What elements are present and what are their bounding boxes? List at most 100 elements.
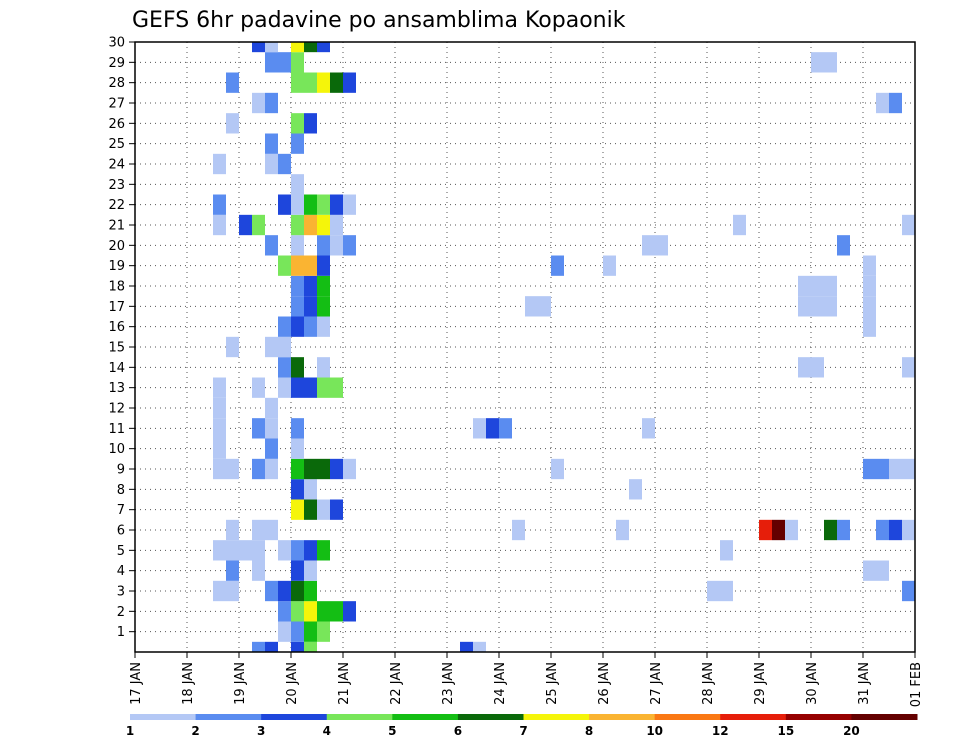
- heatmap-cell: [265, 580, 278, 602]
- heatmap-cell: [239, 214, 252, 236]
- colorbar: 1 2 3 4 5 6 7 8 10 12 15 20: [126, 714, 918, 738]
- y-tick-label: 10: [108, 442, 125, 457]
- heatmap-cell: [278, 601, 291, 622]
- colorbar-label: 2: [191, 724, 199, 738]
- y-tick-label: 8: [117, 483, 125, 498]
- colorbar-label: 10: [646, 724, 663, 738]
- heatmap-cell: [291, 133, 304, 154]
- heatmap-cell: [304, 255, 317, 276]
- heatmap-cell: [226, 336, 239, 358]
- y-tick-label: 3: [117, 585, 125, 600]
- colorbar-label: 15: [777, 724, 794, 738]
- y-tick-label: 24: [108, 158, 125, 173]
- x-tick-label: 23 JAN: [441, 662, 456, 705]
- heatmap-cell: [863, 296, 876, 317]
- heatmap-cell: [317, 296, 330, 317]
- x-tick-label: 26 JAN: [597, 662, 612, 705]
- heatmap-cell: [265, 641, 278, 652]
- y-tick-label: 7: [117, 503, 125, 518]
- heatmap-cell: [304, 72, 317, 93]
- colorbar-label: 4: [323, 724, 331, 738]
- y-tick-label: 9: [117, 463, 125, 478]
- heatmap-cell: [304, 458, 317, 480]
- heatmap-cell: [863, 316, 876, 337]
- y-tick-label: 23: [108, 178, 125, 193]
- x-tick-label: 31 JAN: [857, 662, 872, 705]
- colorbar-swatch: [326, 714, 393, 720]
- y-tick-label: 6: [117, 524, 125, 539]
- heatmap-cell: [317, 357, 330, 378]
- heatmap-cell: [798, 357, 811, 378]
- heatmap-cell: [304, 479, 317, 500]
- heatmap-cell: [876, 92, 889, 114]
- heatmap-cell: [824, 52, 837, 73]
- heatmap-cell: [278, 194, 291, 215]
- colorbar-label: 5: [388, 724, 396, 738]
- heatmap-cell: [304, 580, 317, 602]
- heatmap-cell: [304, 275, 317, 297]
- heatmap-cell: [252, 641, 265, 652]
- heatmap-cell: [889, 92, 902, 114]
- heatmap-cell: [902, 519, 915, 541]
- heatmap-cell: [889, 458, 902, 480]
- heatmap-cell: [278, 357, 291, 378]
- heatmap-cell: [213, 194, 226, 215]
- heatmap-cell: [213, 438, 226, 459]
- heatmap-cell: [759, 519, 772, 541]
- heatmap-cell: [265, 92, 278, 114]
- heatmap-cell: [278, 540, 291, 561]
- heatmap-cell: [291, 560, 304, 581]
- heatmap-cell: [551, 458, 564, 480]
- heatmap-cell: [291, 357, 304, 378]
- heatmap-cell: [226, 560, 239, 581]
- heatmap-cell: [629, 479, 642, 500]
- heatmap-cell: [291, 418, 304, 439]
- heatmap-cell: [902, 357, 915, 378]
- heatmap-cell: [291, 194, 304, 215]
- data-cells: [213, 42, 915, 652]
- heatmap-cell: [213, 458, 226, 480]
- colorbar-swatch: [654, 714, 721, 720]
- heatmap-cell: [642, 235, 655, 256]
- y-tick-label: 12: [108, 402, 125, 417]
- heatmap-cell: [304, 42, 317, 53]
- heatmap-cell: [343, 601, 356, 622]
- heatmap-cell: [252, 458, 265, 480]
- heatmap-cell: [291, 235, 304, 256]
- heatmap-cell: [330, 601, 343, 622]
- heatmap-cell: [265, 42, 278, 53]
- heatmap-cell: [317, 194, 330, 215]
- colorbar-label: 6: [454, 724, 462, 738]
- x-tick-label: 27 JAN: [649, 662, 664, 705]
- heatmap-cell: [330, 194, 343, 215]
- heatmap-cell: [252, 519, 265, 541]
- y-tick-label: 20: [108, 239, 125, 254]
- heatmap-cell: [304, 316, 317, 337]
- heatmap-cell: [291, 641, 304, 652]
- heatmap-cell: [876, 458, 889, 480]
- heatmap-cell: [616, 519, 629, 541]
- heatmap-cell: [330, 499, 343, 520]
- colorbar-swatch: [523, 714, 590, 720]
- heatmap-cell: [733, 214, 746, 236]
- heatmap-cell: [304, 377, 317, 398]
- heatmap-cell: [460, 641, 473, 652]
- heatmap-cell: [551, 255, 564, 276]
- heatmap-cell: [330, 377, 343, 398]
- heatmap-cell: [304, 296, 317, 317]
- heatmap-cell: [863, 560, 876, 581]
- heatmap-cell: [811, 52, 824, 73]
- heatmap-cell: [785, 519, 798, 541]
- heatmap-cell: [291, 601, 304, 622]
- heatmap-cell: [291, 580, 304, 602]
- heatmap-cell: [837, 235, 850, 256]
- y-tick-label: 17: [108, 300, 125, 315]
- heatmap-cell: [824, 275, 837, 297]
- colorbar-swatch: [457, 714, 524, 720]
- colorbar-swatch: [392, 714, 459, 720]
- heatmap-cell: [278, 52, 291, 73]
- heatmap-cell: [330, 458, 343, 480]
- heatmap-cell: [811, 357, 824, 378]
- heatmap-cell: [837, 519, 850, 541]
- heatmap-cell: [317, 214, 330, 236]
